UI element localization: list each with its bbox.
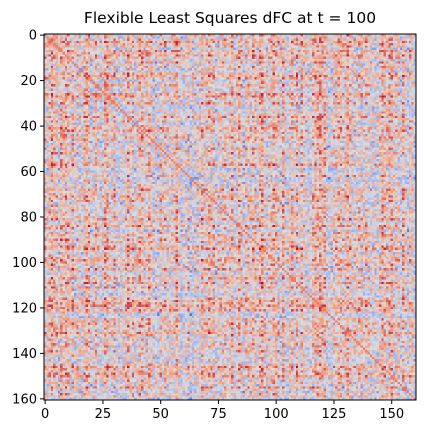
chart-title: Flexible Least Squares dFC at t = 100 (84, 9, 376, 27)
x-tick-label: 150 (379, 407, 404, 422)
y-tick-label: 100 (12, 256, 37, 271)
x-tick-label: 0 (41, 407, 49, 422)
y-tick-label: 140 (12, 347, 37, 362)
y-tick-label: 20 (20, 74, 37, 89)
y-tick-label: 0 (29, 29, 37, 44)
y-tick-label: 60 (20, 165, 37, 180)
x-tick-label: 75 (210, 407, 227, 422)
y-tick-label: 80 (20, 211, 37, 226)
y-axis: 0 20 40 60 80 100 120 140 160 (12, 29, 44, 407)
plot-frame (43, 33, 417, 401)
x-axis: 0 25 50 75 100 125 150 (41, 400, 404, 422)
x-tick-label: 25 (95, 407, 112, 422)
y-tick-label: 160 (12, 392, 37, 407)
y-tick-label: 120 (12, 301, 37, 316)
x-tick-label: 50 (152, 407, 169, 422)
x-tick-label: 125 (322, 407, 347, 422)
x-tick-label: 100 (264, 407, 289, 422)
y-tick-label: 40 (20, 120, 37, 135)
heatmap-image (44, 34, 416, 400)
